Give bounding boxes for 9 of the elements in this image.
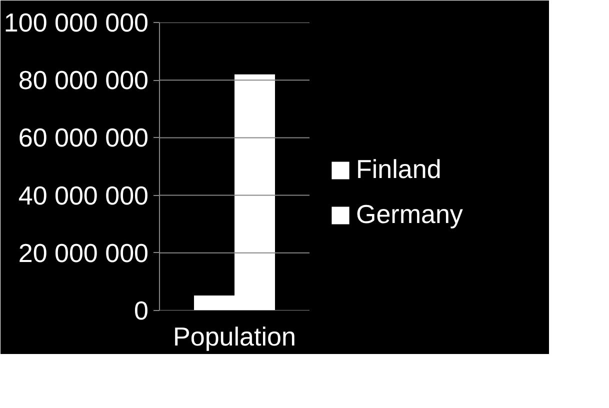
y-tick-label: 0 [134,296,149,326]
legend-label: Finland [356,154,442,185]
legend-label: Germany [356,199,463,230]
y-tick-label: 80 000 000 [18,65,149,96]
y-tick-label: 60 000 000 [18,122,149,153]
x-tick-label: Population [173,322,296,352]
y-tick-label: 40 000 000 [18,180,149,210]
y-tick-label: 20 000 000 [18,238,149,268]
y-tick-label: 100 000 000 [4,8,149,38]
